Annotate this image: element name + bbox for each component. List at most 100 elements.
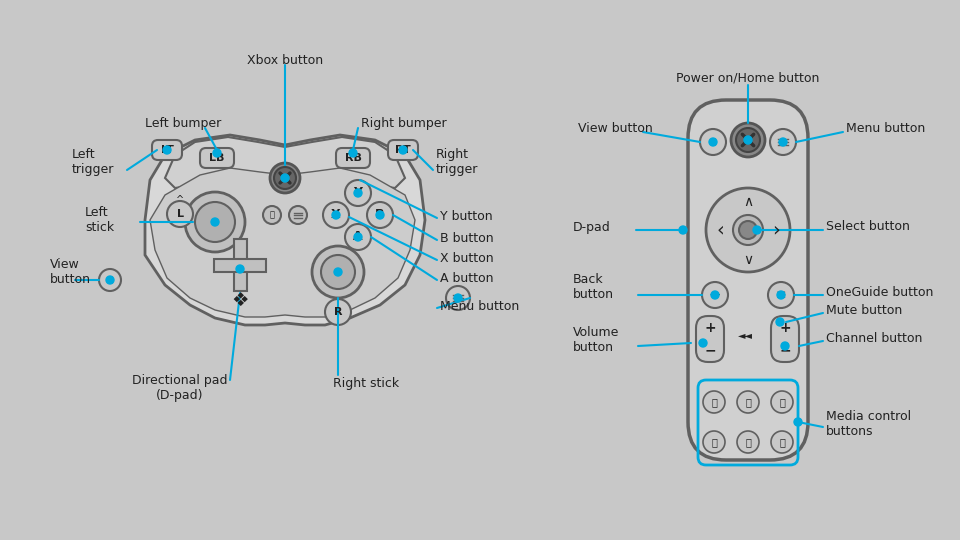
Circle shape xyxy=(167,201,193,227)
Text: View
button: View button xyxy=(50,258,91,286)
Text: Xbox button: Xbox button xyxy=(247,53,324,66)
FancyBboxPatch shape xyxy=(152,140,182,160)
Text: ⏹: ⏹ xyxy=(745,437,751,447)
Text: View button: View button xyxy=(578,122,653,134)
Text: Y button: Y button xyxy=(440,210,492,222)
Circle shape xyxy=(739,221,757,239)
Circle shape xyxy=(213,149,221,157)
Circle shape xyxy=(702,282,728,308)
Text: ‹: ‹ xyxy=(716,220,724,240)
Circle shape xyxy=(794,418,802,426)
Text: ∧: ∧ xyxy=(743,195,753,209)
Circle shape xyxy=(679,226,687,234)
Circle shape xyxy=(454,294,462,302)
Text: A: A xyxy=(353,231,363,244)
FancyBboxPatch shape xyxy=(336,148,370,168)
Text: R: R xyxy=(334,307,343,317)
Circle shape xyxy=(354,233,362,241)
Circle shape xyxy=(236,265,244,273)
Text: L: L xyxy=(177,209,183,219)
Text: Directional pad
(D-pad): Directional pad (D-pad) xyxy=(132,374,228,402)
Text: X button: X button xyxy=(440,252,493,265)
Circle shape xyxy=(334,268,342,276)
Polygon shape xyxy=(150,168,415,317)
Text: ⧉: ⧉ xyxy=(270,211,275,219)
Circle shape xyxy=(270,163,300,193)
Circle shape xyxy=(771,391,793,413)
Circle shape xyxy=(281,174,289,182)
Circle shape xyxy=(731,123,765,157)
Bar xyxy=(214,259,266,272)
Text: Left bumper: Left bumper xyxy=(145,117,221,130)
Text: Menu button: Menu button xyxy=(440,300,519,313)
Text: OneGuide button: OneGuide button xyxy=(826,286,933,299)
Circle shape xyxy=(711,291,719,299)
Text: Media control
buttons: Media control buttons xyxy=(826,410,911,438)
Circle shape xyxy=(736,128,760,152)
Circle shape xyxy=(211,218,219,226)
Circle shape xyxy=(99,269,121,291)
Text: ❖: ❖ xyxy=(231,291,249,309)
Circle shape xyxy=(777,291,785,299)
Circle shape xyxy=(771,431,793,453)
Circle shape xyxy=(753,226,761,234)
Polygon shape xyxy=(165,137,405,188)
Text: Back
button: Back button xyxy=(573,273,614,301)
Circle shape xyxy=(744,136,752,144)
Circle shape xyxy=(737,391,759,413)
FancyBboxPatch shape xyxy=(771,316,799,362)
Bar xyxy=(234,239,247,291)
Text: ⏯: ⏯ xyxy=(745,397,751,407)
FancyBboxPatch shape xyxy=(200,148,234,168)
Text: LT: LT xyxy=(160,145,174,155)
Circle shape xyxy=(312,246,364,298)
Circle shape xyxy=(345,180,371,206)
Circle shape xyxy=(776,318,784,326)
Circle shape xyxy=(768,282,794,308)
Text: ⏭: ⏭ xyxy=(780,397,785,407)
Circle shape xyxy=(323,202,349,228)
Text: −: − xyxy=(780,343,791,357)
Circle shape xyxy=(399,146,407,154)
Polygon shape xyxy=(145,135,425,325)
Text: A button: A button xyxy=(440,272,493,285)
Text: B button: B button xyxy=(440,232,493,245)
Text: ⏪: ⏪ xyxy=(711,437,717,447)
Circle shape xyxy=(321,255,355,289)
Text: Right
trigger: Right trigger xyxy=(436,148,478,176)
Circle shape xyxy=(779,138,787,146)
Circle shape xyxy=(106,276,114,284)
Text: ⏮: ⏮ xyxy=(711,397,717,407)
Circle shape xyxy=(289,206,307,224)
FancyBboxPatch shape xyxy=(688,100,808,460)
Circle shape xyxy=(770,129,796,155)
Circle shape xyxy=(367,202,393,228)
Text: X: X xyxy=(331,208,341,221)
Circle shape xyxy=(737,431,759,453)
Circle shape xyxy=(446,286,470,310)
Circle shape xyxy=(354,189,362,197)
Text: +: + xyxy=(705,321,716,335)
Text: RT: RT xyxy=(396,145,411,155)
Text: LB: LB xyxy=(209,153,225,163)
Text: RB: RB xyxy=(345,153,361,163)
Circle shape xyxy=(325,299,351,325)
Circle shape xyxy=(185,192,245,252)
Text: Left
stick: Left stick xyxy=(85,206,114,234)
Text: ›: › xyxy=(772,220,780,240)
Circle shape xyxy=(332,211,340,219)
Circle shape xyxy=(163,146,171,154)
Circle shape xyxy=(349,149,357,157)
Text: Menu button: Menu button xyxy=(846,122,925,134)
Text: ◄◄: ◄◄ xyxy=(737,330,753,340)
Text: ←: ← xyxy=(709,288,720,301)
Text: ⧉: ⧉ xyxy=(710,138,715,146)
Text: Mute button: Mute button xyxy=(826,303,902,316)
Text: ^: ^ xyxy=(176,195,184,205)
Circle shape xyxy=(263,206,281,224)
Text: −: − xyxy=(705,343,716,357)
Circle shape xyxy=(345,224,371,250)
Text: Select button: Select button xyxy=(826,220,910,233)
Text: Left
trigger: Left trigger xyxy=(72,148,114,176)
Circle shape xyxy=(709,138,717,146)
